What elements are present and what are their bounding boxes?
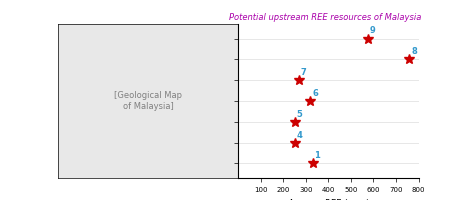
Text: MAC (Johol): MAC (Johol) — [242, 57, 270, 62]
Text: 4: 4 — [296, 131, 302, 140]
X-axis label: Average REE (ppm): Average REE (ppm) — [287, 199, 369, 200]
Text: [Geological Map
of Malaysia]: [Geological Map of Malaysia] — [114, 91, 182, 111]
Text: 5: 5 — [296, 110, 302, 119]
Text: Stade (Pahang): Stade (Pahang) — [242, 78, 279, 83]
Text: 1: 1 — [314, 151, 320, 160]
Text: Stade (Pelis): Stade (Pelis) — [242, 98, 272, 104]
Text: 6: 6 — [312, 89, 318, 98]
Text: River sediments
(% Bentahan
of Malaysia): River sediments (% Bentahan of Malaysia) — [242, 134, 282, 151]
Text: 9: 9 — [370, 26, 375, 35]
Text: Potential upstream REE resources of Malaysia: Potential upstream REE resources of Mala… — [229, 13, 422, 22]
Text: 7: 7 — [301, 68, 307, 77]
Text: 8: 8 — [411, 47, 417, 56]
Text: Igneous rocks
(Terengganu): Igneous rocks (Terengganu) — [242, 158, 276, 169]
Text: MAC (Penuh): MAC (Penuh) — [242, 36, 273, 41]
Text: Stade (Keleah): Stade (Keleah) — [242, 119, 278, 124]
